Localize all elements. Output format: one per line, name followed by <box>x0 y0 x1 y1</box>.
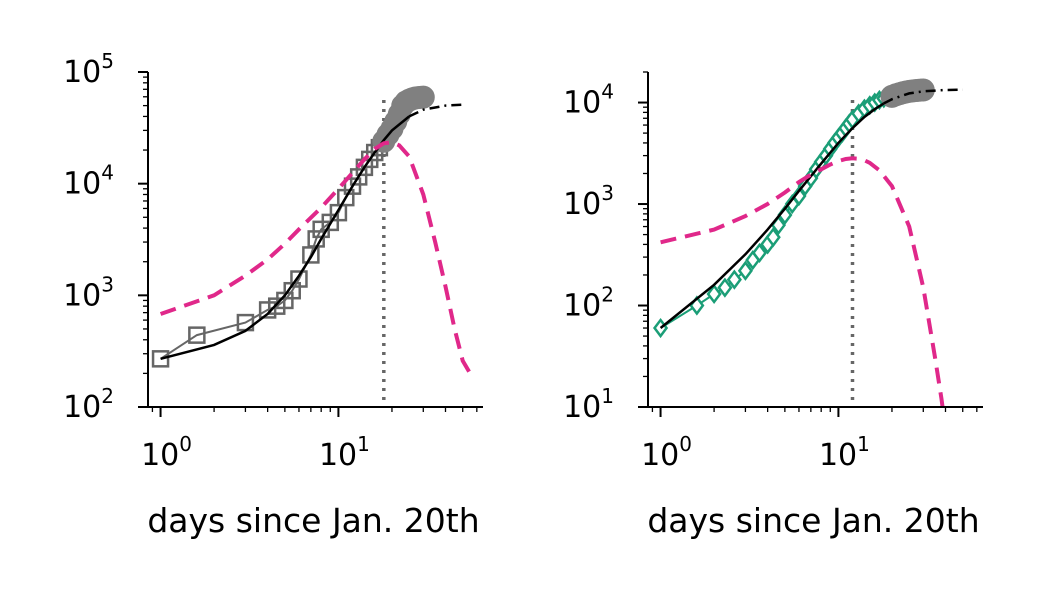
data-point-diamond <box>717 277 733 298</box>
data-point-diamond <box>706 283 722 305</box>
daily-curve-line <box>159 140 472 375</box>
chart-panel-right: 101 102 103 104 100 101 days since Jan. 20th <box>563 71 983 540</box>
fit-extrapolation-line <box>408 103 463 118</box>
data-point-diamond <box>737 260 753 281</box>
series-observed-squares <box>151 138 389 368</box>
series-fit <box>659 88 963 329</box>
fit-extrapolation-line <box>883 88 963 105</box>
y-tick-label: 102 <box>563 283 614 324</box>
data-point-diamond <box>726 269 742 290</box>
observed-line <box>660 93 896 329</box>
data-point-square <box>258 301 277 319</box>
data-point-square <box>343 177 362 195</box>
plot-area <box>652 78 963 407</box>
data-point-diamond <box>652 317 669 339</box>
plot-area <box>151 85 472 407</box>
y-tick-label: 103 <box>563 181 614 222</box>
axes: 101 102 103 104 100 101 days since Jan. 20th <box>563 71 983 540</box>
data-point-square <box>290 270 308 288</box>
axes: 102 103 104 105 100 101 days since Jan. 20th <box>63 49 483 540</box>
daily-curve-line <box>660 156 945 407</box>
y-tick-label: 103 <box>63 272 114 313</box>
x-tick-label: 101 <box>819 432 870 473</box>
y-tick-label: 104 <box>563 80 614 121</box>
x-tick-label: 100 <box>141 432 192 473</box>
data-point-diamond <box>751 242 768 263</box>
y-tick-label: 104 <box>63 161 114 202</box>
x-axis-label: days since Jan. 20th <box>147 501 479 540</box>
chart-panel-left: 102 103 104 105 100 101 days since Jan. 20th <box>63 49 483 540</box>
x-tick-label: 100 <box>641 432 692 473</box>
series-daily <box>159 140 472 375</box>
y-tick-label: 102 <box>63 384 114 425</box>
data-point-diamond <box>765 227 781 248</box>
fit-curve-line <box>659 102 885 329</box>
x-tick-label: 101 <box>319 432 370 473</box>
data-point-circle <box>411 85 435 109</box>
data-point-square <box>188 326 206 344</box>
series-daily <box>660 156 945 407</box>
x-axis-label: days since Jan. 20th <box>647 501 979 540</box>
y-tick-label: 105 <box>63 49 114 90</box>
series-observed-diamonds <box>652 84 904 339</box>
y-tick-label: 101 <box>563 384 614 425</box>
data-point-square <box>151 350 170 368</box>
